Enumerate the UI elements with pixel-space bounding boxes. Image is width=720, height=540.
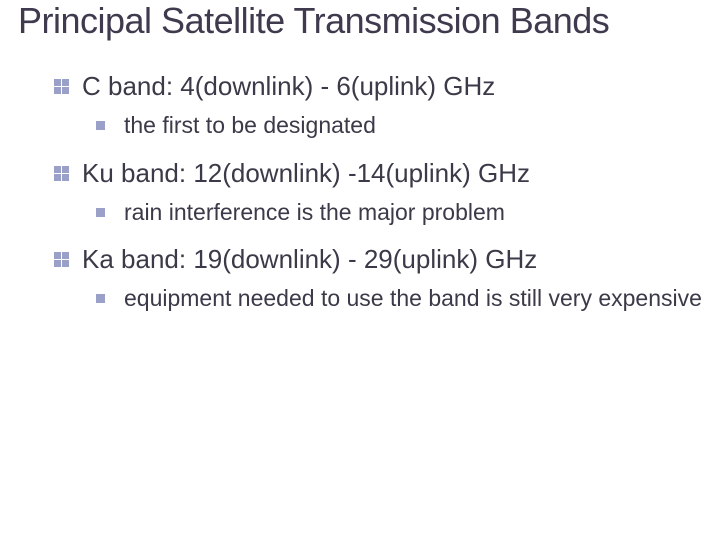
slide-content: C band: 4(downlink) - 6(uplink) GHz the …: [18, 69, 702, 313]
diamond-bullet-icon: [54, 252, 69, 267]
list-subitem: equipment needed to use the band is stil…: [54, 283, 702, 314]
list-item-label: C band: 4(downlink) - 6(uplink) GHz: [82, 71, 495, 101]
list-item: C band: 4(downlink) - 6(uplink) GHz: [54, 69, 702, 104]
slide: Principal Satellite Transmission Bands C…: [0, 0, 720, 314]
list-subitem: rain interference is the major problem: [54, 197, 702, 228]
list-item-label: Ku band: 12(downlink) -14(uplink) GHz: [82, 158, 530, 188]
diamond-bullet-icon: [54, 166, 69, 181]
list-subitem: the first to be designated: [54, 110, 702, 141]
square-bullet-icon: [96, 208, 105, 217]
square-bullet-icon: [96, 294, 105, 303]
slide-title: Principal Satellite Transmission Bands: [18, 0, 702, 41]
diamond-bullet-icon: [54, 79, 69, 94]
square-bullet-icon: [96, 121, 105, 130]
list-item-label: Ka band: 19(downlink) - 29(uplink) GHz: [82, 244, 537, 274]
list-subitem-label: equipment needed to use the band is stil…: [124, 285, 702, 311]
list-subitem-label: the first to be designated: [124, 112, 376, 138]
list-item: Ku band: 12(downlink) -14(uplink) GHz: [54, 156, 702, 191]
list-item: Ka band: 19(downlink) - 29(uplink) GHz: [54, 242, 702, 277]
list-subitem-label: rain interference is the major problem: [124, 199, 505, 225]
